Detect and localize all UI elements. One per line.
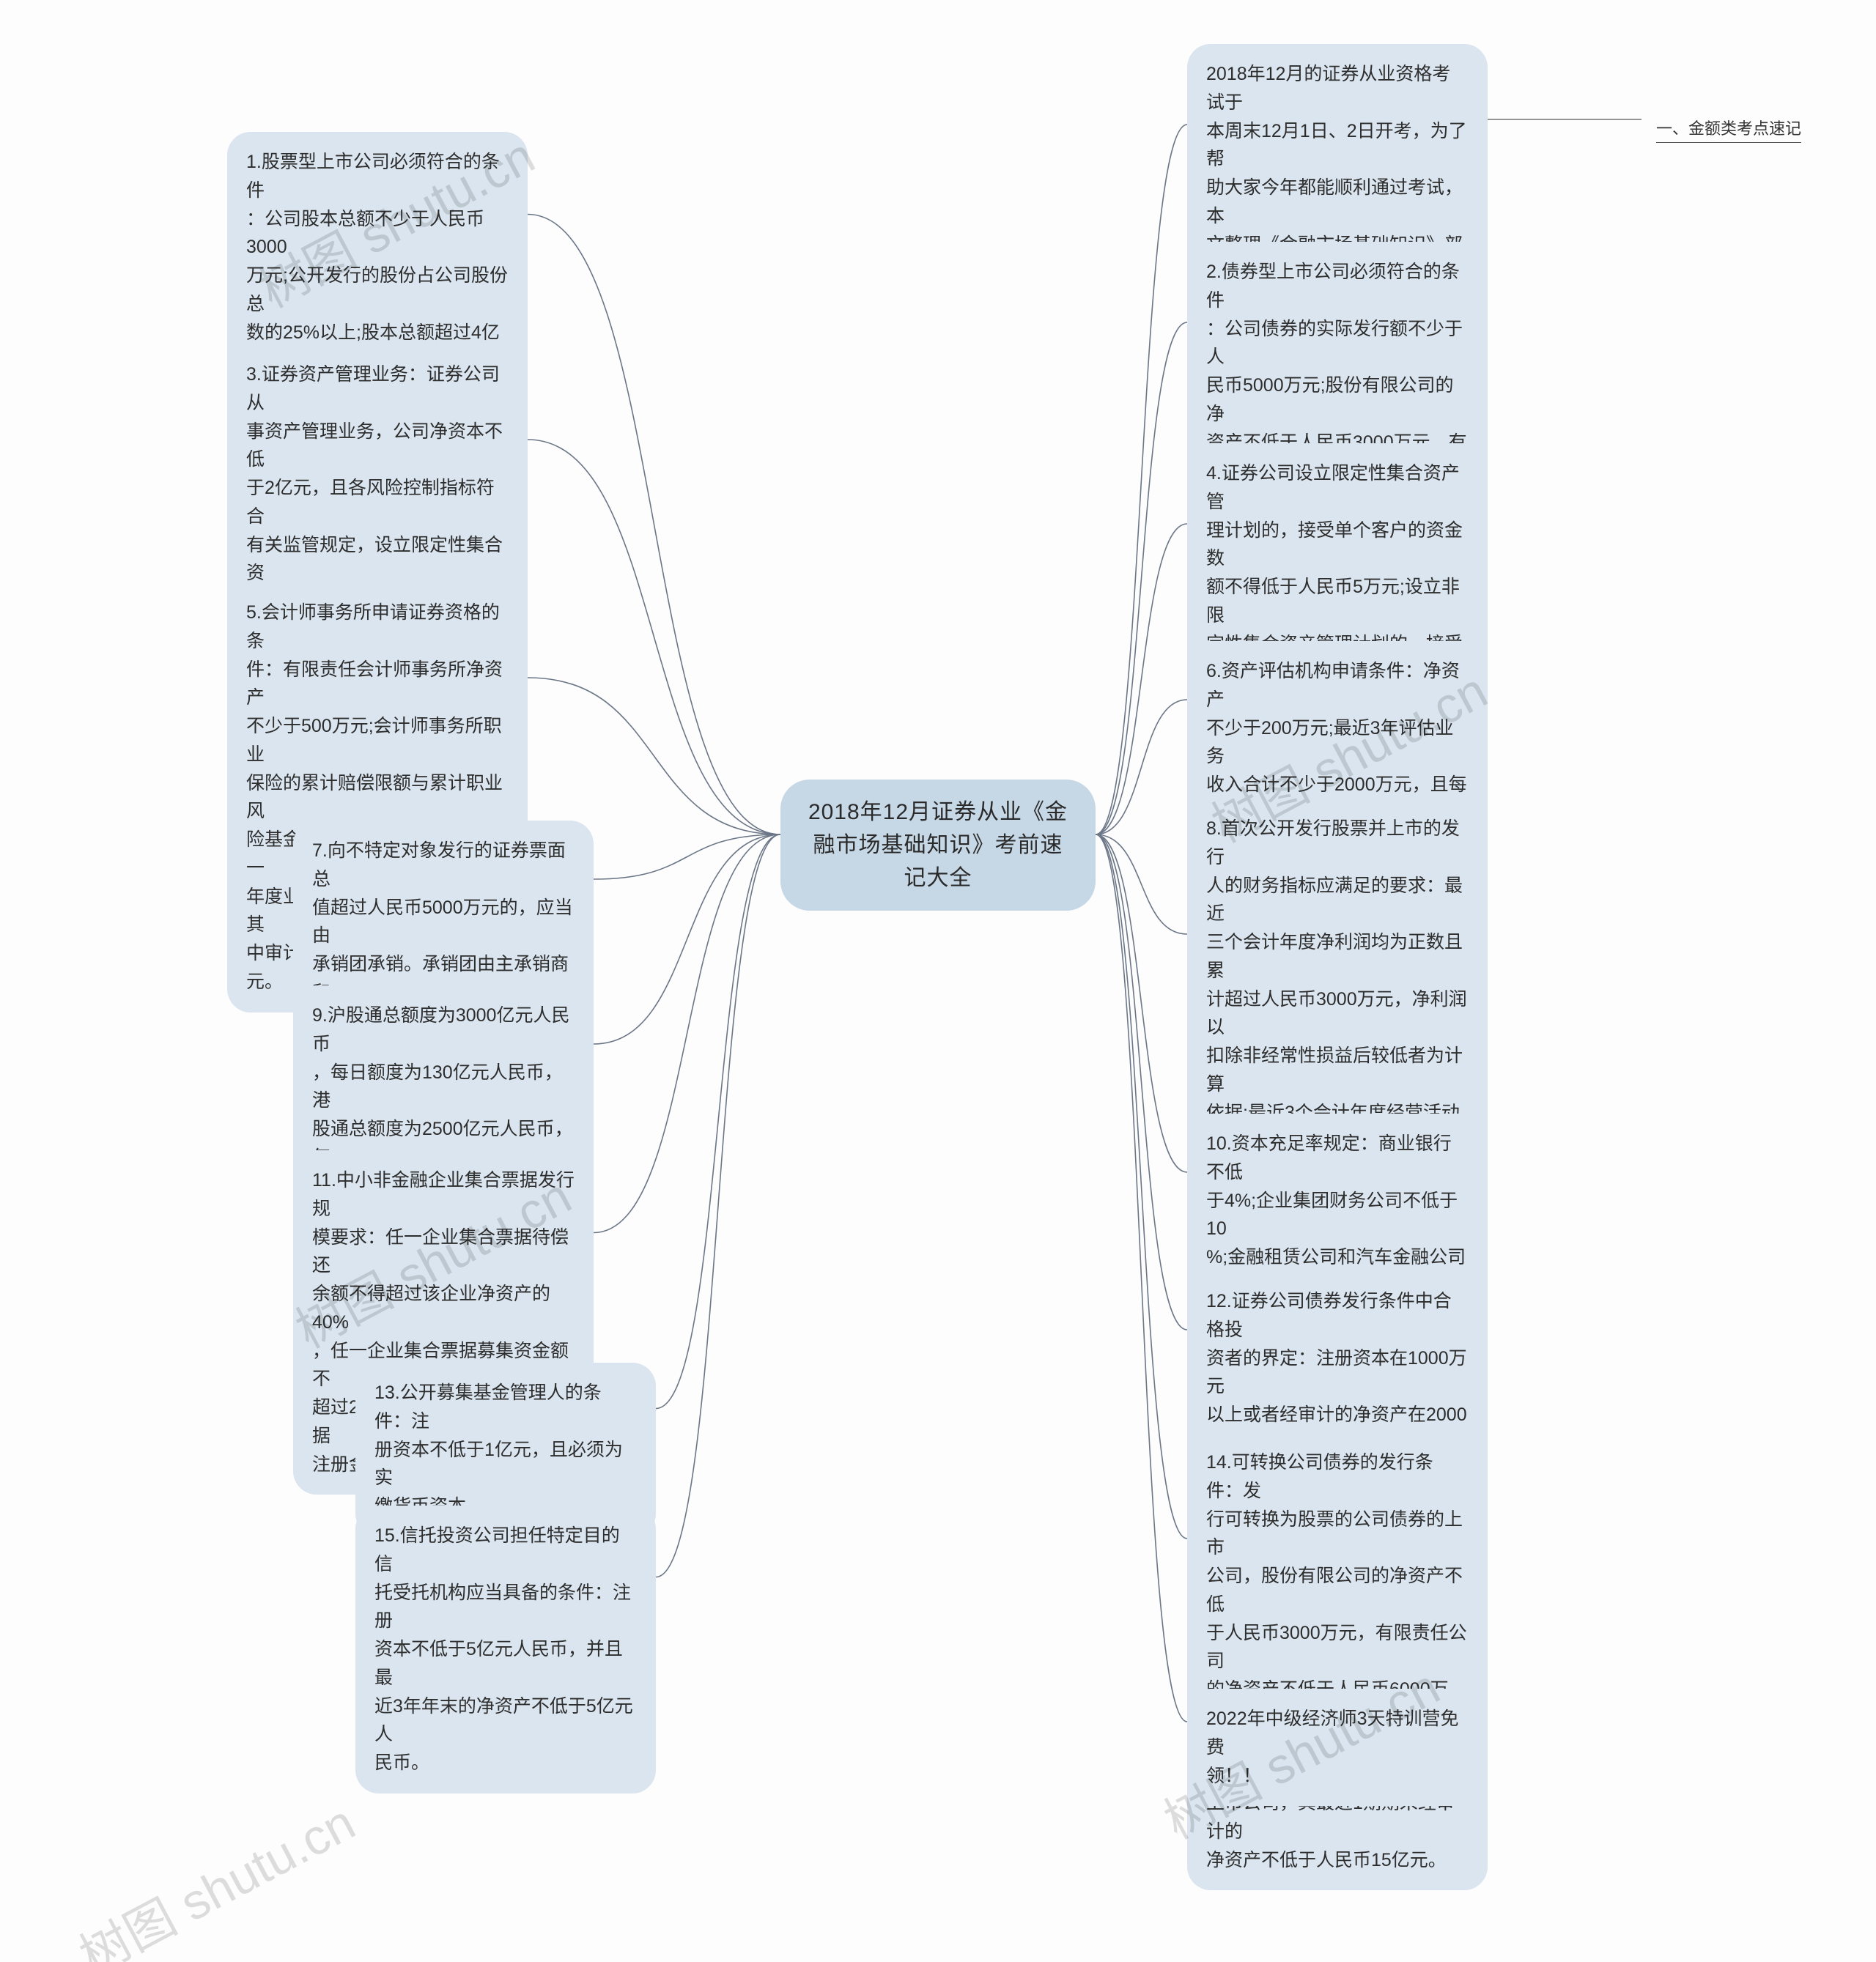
section-label: 一、金额类考点速记 bbox=[1656, 116, 1801, 143]
mindmap-node: 15.信托投资公司担任特定目的信 托受托机构应当具备的条件：注册 资本不低于5亿… bbox=[355, 1506, 656, 1793]
mindmap-node: 14.可转换公司债券的发行条件：发 行可转换为股票的公司债券的上市 公司，股份有… bbox=[1187, 1432, 1488, 1890]
mindmap-center: 2018年12月证券从业《金 融市场基础知识》考前速 记大全 bbox=[780, 780, 1096, 911]
watermark: 树图 shutu.cn bbox=[65, 1783, 366, 1962]
mindmap-node: 2022年中级经济师3天特训营免费 领！！ bbox=[1187, 1689, 1488, 1806]
mindmap-stage: 2018年12月证券从业《金 融市场基础知识》考前速 记大全2018年12月的证… bbox=[0, 0, 1876, 1962]
